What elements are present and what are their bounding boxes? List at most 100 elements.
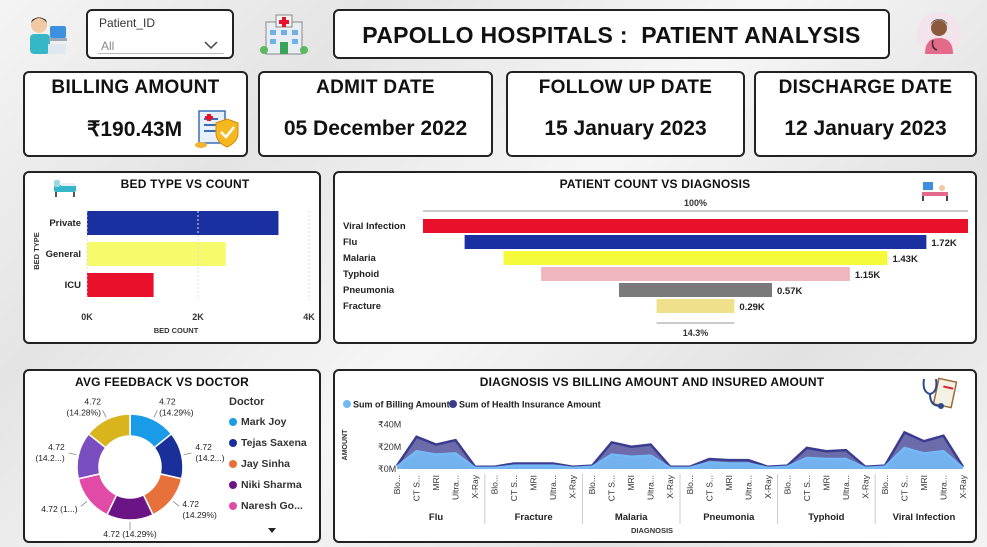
x-tick-label: CT S... (509, 475, 519, 501)
label-leader (172, 500, 180, 507)
legend-label: Tejas Saxena (241, 437, 307, 449)
x-tick-label: Ultra... (841, 475, 851, 500)
category-label: Flu (343, 237, 357, 248)
x-tick-label: MRI (626, 475, 636, 491)
x-tick-label: Blo... (490, 475, 500, 494)
group-label: Fracture (515, 512, 553, 523)
group-label: Malaria (615, 512, 648, 523)
bed-type-bar-chart: Private General ICU 0K 2K 4K BED COUNT BED TYPE (32, 211, 315, 335)
group-label: Typhoid (808, 512, 844, 523)
slice-label: 4.72 (159, 397, 176, 407)
x-tick-label: MRI (821, 475, 831, 491)
category-label: General (46, 249, 81, 260)
panel-title: BED TYPE VS COUNT (120, 177, 250, 191)
x-axis-label: DIAGNOSIS (631, 526, 673, 535)
kpi-value: 05 December 2022 (283, 117, 468, 140)
label-leader (68, 452, 77, 456)
patient-id-slicer[interactable]: Patient_ID All (86, 9, 234, 59)
line-insured (395, 430, 965, 469)
stethoscope-icon (920, 376, 960, 410)
legend-item[interactable]: Jay Sinha (229, 458, 290, 470)
legend-scroll-down-icon[interactable] (267, 527, 277, 535)
x-tick-label: Ultra... (938, 475, 948, 500)
chevron-down-icon[interactable] (204, 40, 218, 50)
funnel-bar-fracture (656, 299, 735, 313)
x-tick-label: MRI (919, 475, 929, 491)
y-tick-label: ₹40M (378, 420, 401, 430)
funnel-bar-viral-infection (423, 219, 968, 233)
data-label: 1.15K (855, 270, 880, 281)
data-label: 1.43K (892, 254, 917, 265)
funnel-bar-typhoid (541, 267, 850, 281)
slicer-dropdown[interactable]: All (98, 36, 224, 54)
diagnosis-funnel-chart: 100% Viral Infection Flu 1.72K Malaria 1.43K T… (343, 198, 968, 338)
legend-label: Niki Sharma (241, 479, 302, 491)
kpi-follow-up-date: FOLLOW UP DATE 15 January 2023 (506, 71, 745, 157)
slice-label: 4.72 (14.29%) (103, 529, 157, 539)
legend-marker (343, 400, 351, 408)
slice-label: (14.2...) (35, 453, 64, 463)
group-label: Flu (429, 512, 443, 523)
x-tick-label: CT S... (607, 475, 617, 501)
kpi-admit-date: ADMIT DATE 05 December 2022 (258, 71, 493, 157)
x-tick-label: MRI (431, 475, 441, 491)
x-tick-label: Blo... (782, 475, 792, 494)
panel-title: PATIENT COUNT VS DIAGNOSIS (559, 177, 751, 191)
donut-slice (87, 413, 131, 449)
legend-marker (229, 439, 237, 448)
x-tick-label: Blo... (880, 475, 890, 494)
x-tick-label: CT S... (802, 475, 812, 501)
legend-item[interactable]: Mark Joy (229, 416, 287, 428)
category-label: Pneumonia (343, 285, 395, 296)
label-leader (183, 452, 192, 456)
kpi-discharge-date: DISCHARGE DATE 12 January 2023 (754, 71, 977, 157)
label-leader (80, 500, 88, 507)
panel-title: AVG FEEDBACK VS DOCTOR (75, 375, 249, 389)
category-label: ICU (65, 280, 82, 291)
bed-type-panel: BED TYPE VS COUNT Private General ICU 0K 2K 4… (23, 171, 321, 344)
insurance-document-icon (193, 109, 243, 149)
group-label: Viral Infection (893, 512, 956, 523)
legend-item[interactable]: Naresh Go... (229, 500, 303, 512)
x-tick-label: CT S... (899, 475, 909, 501)
funnel-bar-pneumonia (618, 283, 773, 297)
dashboard-title-box: PAPOLLO HOSPITALS : PATIENT ANALYSIS (333, 9, 890, 59)
legend-label: Sum of Health Insurance Amount (459, 400, 601, 410)
category-label: Viral Infection (343, 221, 406, 232)
x-tick-label: Ultra... (548, 475, 558, 500)
category-label: Private (49, 218, 81, 229)
feedback-donut-chart: 4.72(14.29%)4.72(14.2...)4.72(14.29%)4.7… (35, 397, 224, 539)
slice-label: 4.72 (1...) (41, 504, 78, 514)
x-tick-label: Ultra... (451, 475, 461, 500)
group-label: Pneumonia (703, 512, 755, 523)
kpi-title: FOLLOW UP DATE (538, 77, 713, 98)
legend-label: Mark Joy (241, 416, 287, 428)
data-label: 0.57K (777, 286, 802, 297)
x-tick-label: X-Ray (958, 474, 968, 498)
y-axis-label: AMOUNT (342, 429, 349, 460)
x-tick-label: 4K (303, 312, 315, 322)
doctor-logo-icon (22, 10, 70, 58)
legend-item[interactable]: Tejas Saxena (229, 437, 307, 449)
hospital-bed-icon (52, 177, 78, 199)
category-label: Malaria (343, 253, 376, 264)
x-tick-label: X-Ray (665, 474, 675, 498)
kpi-billing-amount: BILLING AMOUNT ₹190.43M (23, 71, 248, 157)
x-tick-label: X-Ray (568, 474, 578, 498)
slice-label: 4.72 (84, 397, 101, 407)
feedback-panel: AVG FEEDBACK VS DOCTOR 4.72 (14.29%) 4.72(… (23, 369, 321, 543)
slice-label: (14.28%) (66, 408, 101, 418)
funnel-bottom-percent: 14.3% (683, 328, 709, 338)
legend-label: Sum of Billing Amount (353, 400, 450, 410)
legend-marker (229, 502, 237, 511)
patient-bed-icon (920, 178, 950, 202)
kpi-value: 12 January 2023 (784, 117, 947, 140)
x-tick-label: MRI (529, 475, 539, 491)
category-label: Typhoid (343, 269, 379, 280)
bar-icu (87, 273, 154, 297)
page-title: PAPOLLO HOSPITALS : PATIENT ANALYSIS (362, 22, 861, 48)
legend-item[interactable]: Niki Sharma (229, 479, 302, 491)
legend-marker (229, 481, 237, 490)
slice-label: (14.2...) (195, 453, 224, 463)
x-tick-label: Blo... (587, 475, 597, 494)
